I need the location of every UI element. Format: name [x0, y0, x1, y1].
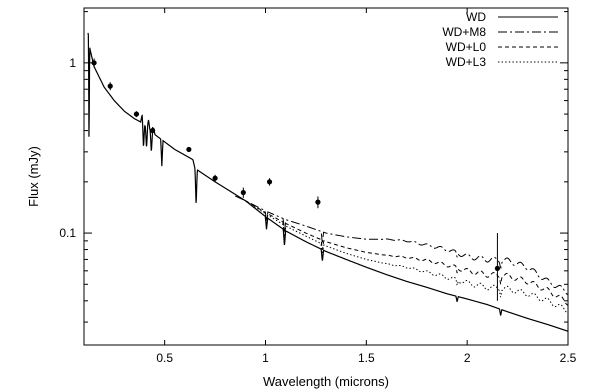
x-axis: 0.5 1 1.5 2 2.5: [156, 8, 577, 365]
data-point: [315, 199, 321, 205]
data-point: [133, 111, 140, 117]
x-axis-title: Wavelength (microns): [263, 374, 389, 389]
series-line-wd-l0: [245, 200, 569, 306]
data-point: [91, 60, 97, 66]
legend-label: WD: [466, 10, 486, 24]
observed-photometry: [91, 58, 501, 301]
x-tick-label: 1: [262, 351, 269, 365]
y-axis: 10.1: [59, 11, 568, 323]
legend-label: WD+L0: [446, 40, 487, 54]
x-tick-label: 0.5: [156, 351, 173, 365]
data-point: [149, 127, 156, 134]
legend-label: WD+M8: [442, 25, 486, 39]
y-tick-label: 0.1: [59, 226, 76, 240]
legend-label: WD+L3: [446, 55, 487, 69]
y-tick-label: 1: [69, 56, 76, 70]
data-point: [266, 179, 273, 185]
plot-frame: [83, 7, 569, 346]
data-point: [240, 189, 246, 196]
data-point: [186, 146, 192, 153]
data-point: [212, 175, 218, 181]
x-tick-label: 2: [464, 351, 471, 365]
data-point: [494, 265, 501, 272]
x-tick-label: 1.5: [358, 351, 375, 365]
series-line-wd-l3: [245, 200, 568, 314]
series-line-wd: [87, 32, 568, 332]
x-tick-label: 2.5: [560, 351, 577, 365]
series-lines: [87, 32, 569, 332]
y-axis-title: Flux (mJy): [26, 146, 41, 207]
data-point: [107, 83, 113, 89]
